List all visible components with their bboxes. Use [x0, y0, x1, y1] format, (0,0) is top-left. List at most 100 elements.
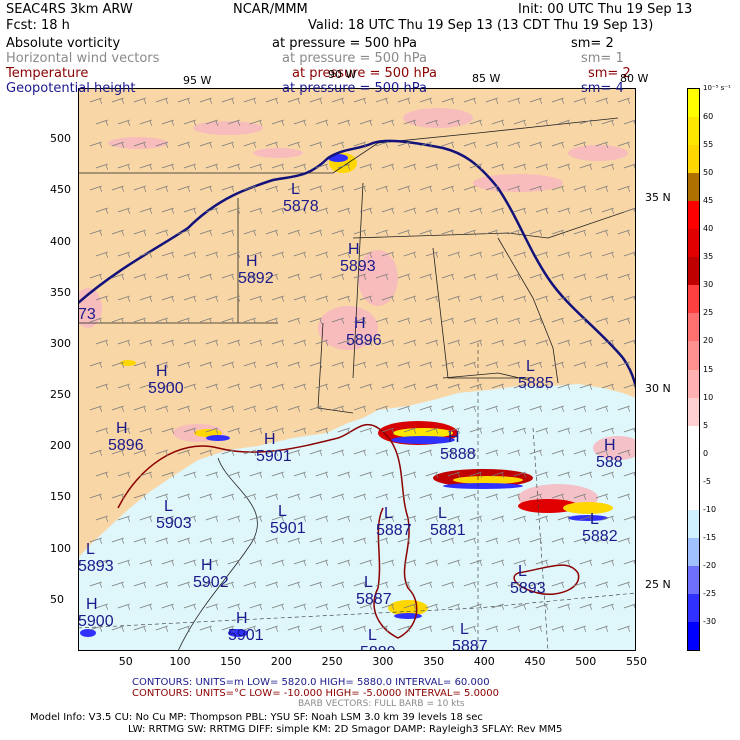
wind-barb: [595, 405, 609, 412]
wind-barb: [133, 581, 147, 588]
wind-barb: [183, 251, 197, 258]
wind-barb: [557, 295, 571, 302]
wind-barb: [485, 229, 499, 236]
wind-barb: [331, 537, 345, 544]
wind-barb: [293, 339, 307, 346]
wind-barb: [601, 339, 615, 346]
wind-barb: [95, 295, 109, 302]
wind-barb: [425, 383, 439, 390]
wind-barb: [139, 515, 153, 522]
wind-barb: [557, 515, 571, 522]
wind-barb: [573, 185, 587, 192]
wind-barb: [227, 251, 241, 258]
field-name-height: Geopotential height: [6, 81, 136, 96]
wind-barb: [183, 559, 197, 566]
wind-barb: [309, 405, 323, 412]
wind-barb: [573, 537, 587, 544]
footer-model-info-1: Model Info: V3.5 CU: No Cu MP: Thompson …: [30, 712, 483, 723]
wind-barb: [447, 427, 461, 434]
wind-barb: [375, 581, 389, 588]
colorbar-level-label: 35: [703, 252, 714, 262]
height-center-type: L: [368, 627, 377, 644]
wind-barb: [469, 603, 483, 610]
wind-barb: [485, 185, 499, 192]
wind-barb: [447, 207, 461, 214]
wind-barb: [469, 471, 483, 478]
wind-barb: [507, 317, 521, 324]
wind-barb: [95, 251, 109, 258]
wind-barb: [507, 449, 521, 456]
wind-barb: [557, 339, 571, 346]
wind-barb: [469, 383, 483, 390]
wind-barb: [177, 317, 191, 324]
wind-barb: [161, 515, 175, 522]
wind-barb: [309, 317, 323, 324]
wind-barb: [177, 537, 191, 544]
wind-barb: [271, 515, 285, 522]
wind-barb: [309, 185, 323, 192]
y-tick-label: 50: [50, 592, 64, 606]
wind-barb: [441, 581, 455, 588]
wind-barb: [155, 449, 169, 456]
wind-barb: [111, 625, 125, 632]
wind-barb: [447, 515, 461, 522]
colorbar-segment: [688, 369, 699, 399]
wind-barb: [573, 361, 587, 368]
wind-barb: [221, 537, 235, 544]
wind-barb: [271, 603, 285, 610]
colorbar-level-label: -5: [703, 476, 711, 486]
wind-barb: [337, 119, 351, 126]
wind-barb: [397, 273, 411, 280]
wind-barb: [199, 493, 213, 500]
colorbar-segment: [688, 425, 699, 455]
wind-barb: [595, 581, 609, 588]
wind-barb: [419, 493, 433, 500]
wind-barb: [95, 471, 109, 478]
wind-barb: [507, 537, 521, 544]
wind-barb: [529, 581, 543, 588]
wind-barb: [117, 207, 131, 214]
wind-barb: [573, 625, 587, 632]
x-tick-label: 150: [220, 655, 242, 668]
colorbar-level-label: -25: [703, 588, 717, 598]
wind-barb: [271, 251, 285, 258]
height-center-type: L: [164, 498, 173, 515]
wind-barb: [265, 185, 279, 192]
wind-barb: [205, 515, 219, 522]
wind-barb: [243, 317, 257, 324]
wind-barb: [513, 603, 527, 610]
wind-barb: [111, 185, 125, 192]
footer-contours-height: CONTOURS: UNITS=m LOW= 5820.0 HIGH= 5880…: [132, 677, 490, 688]
colorbar-segment: [688, 173, 699, 202]
wind-barb: [337, 295, 351, 302]
wind-barb: [205, 251, 219, 258]
wind-barb: [419, 449, 433, 456]
wind-barb: [469, 339, 483, 346]
wind-barb: [243, 185, 257, 192]
wind-barb: [249, 515, 263, 522]
wind-barb: [551, 229, 565, 236]
wind-barb: [227, 207, 241, 214]
wind-barb: [243, 581, 257, 588]
wind-barb: [469, 119, 483, 126]
wind-barb: [221, 405, 235, 412]
wind-barb: [89, 449, 103, 456]
height-center-type: L: [590, 511, 599, 528]
wind-barb: [161, 251, 175, 258]
wind-barb: [309, 537, 323, 544]
wind-barb: [381, 471, 395, 478]
wind-barb: [249, 559, 263, 566]
height-center-value: 73: [78, 306, 96, 323]
wind-barb: [419, 625, 433, 632]
wind-barb: [617, 317, 631, 324]
x-tick-label: 400: [473, 655, 495, 668]
height-center-value: 5889: [360, 644, 396, 651]
wind-barb: [293, 119, 307, 126]
height-center-value: 588: [596, 454, 623, 471]
wind-barb: [403, 471, 417, 478]
wind-barb: [557, 559, 571, 566]
wind-barb: [227, 603, 241, 610]
wind-barb: [249, 603, 263, 610]
field-pressure-wind: at pressure = 500 hPa: [282, 51, 427, 66]
wind-barb: [447, 471, 461, 478]
